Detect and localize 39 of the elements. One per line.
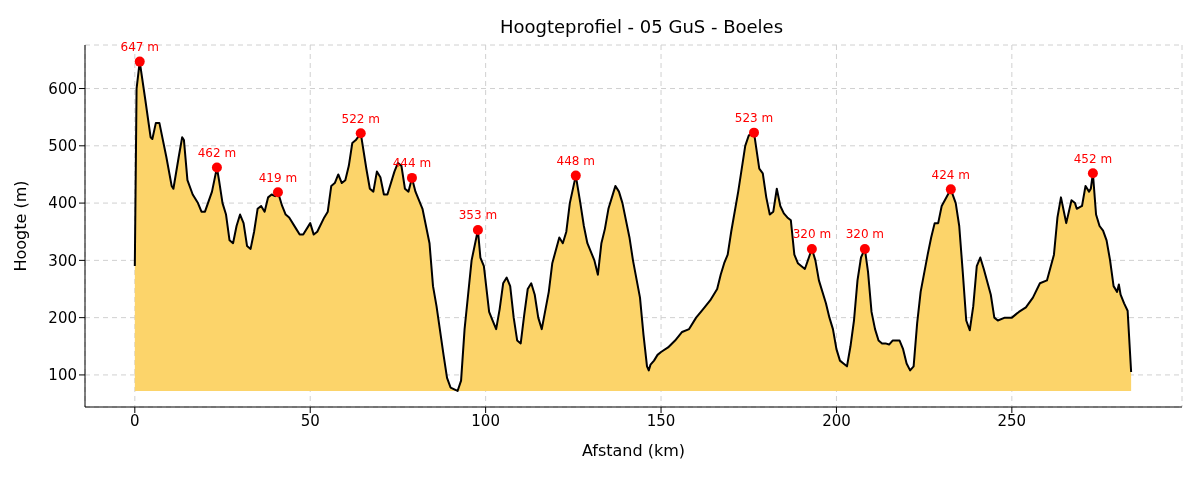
point	[211, 162, 222, 173]
chart-title: Hoogteprofiel - 05 GuS - Boeles	[498, 16, 785, 37]
point	[472, 225, 483, 236]
data-label: 320 m	[845, 227, 885, 242]
point	[749, 127, 760, 138]
x-tick-label: 100	[471, 411, 500, 430]
data-label: 320 m	[792, 227, 832, 242]
point	[406, 172, 417, 183]
point	[945, 184, 956, 195]
data-label: 353 m	[458, 208, 498, 223]
data-label: 444 m	[392, 156, 432, 171]
data-label: 523 m	[734, 111, 774, 126]
point	[355, 128, 366, 139]
y-tick-label: 400	[48, 194, 77, 213]
point	[570, 170, 581, 181]
y-tick-label: 300	[48, 251, 77, 270]
data-label: 424 m	[931, 167, 971, 182]
y-tick-label: 600	[48, 79, 77, 98]
point	[859, 243, 870, 254]
point	[1087, 168, 1098, 179]
data-label: 462 m	[197, 146, 237, 161]
data-label: 452 m	[1073, 151, 1113, 166]
data-label: 522 m	[341, 111, 380, 126]
data-label: 419 m	[258, 170, 298, 185]
x-tick-label: 150	[646, 411, 676, 430]
y-tick-label: 200	[48, 308, 77, 327]
y-tick-label: 100	[48, 366, 77, 385]
x-tick-label: 50	[300, 411, 320, 430]
point	[806, 243, 817, 254]
data-label: 647 m	[120, 40, 159, 55]
point	[272, 187, 283, 198]
point	[134, 56, 145, 67]
y-axis-title: Hoogte (m)	[10, 180, 30, 272]
x-axis-title: Afstand (km)	[581, 441, 686, 460]
x-tick-label: 200	[822, 411, 851, 430]
y-tick-label: 500	[48, 137, 77, 156]
x-tick-label: 0	[130, 411, 140, 430]
data-label: 448 m	[556, 154, 595, 169]
x-tick-label: 250	[997, 411, 1027, 430]
